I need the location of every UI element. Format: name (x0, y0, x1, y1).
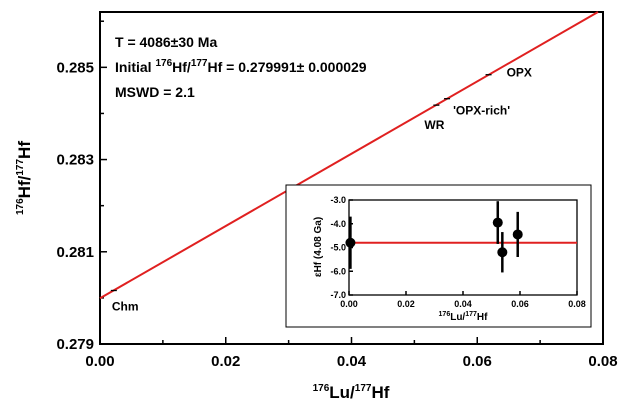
inset-y-tick-label: -7.0 (330, 290, 346, 300)
inset-x-tick-label: 0.08 (568, 299, 586, 309)
inset-data-point (492, 217, 503, 228)
mswd-annotation: MSWD = 2.1 (115, 84, 195, 100)
inset-y-tick-label: -3.0 (330, 195, 346, 205)
inset-points (345, 201, 523, 273)
inset-data-point (512, 229, 523, 240)
inset-y-tick-label: -5.0 (330, 243, 346, 253)
main-y-tick-label: 0.281 (56, 244, 94, 261)
main-x-ticks: 0.00 0.02 0.04 0.06 0.08 (85, 337, 618, 370)
initial-ratio-annotation: Initial 176Hf/177Hf = 0.279991± 0.000029 (115, 58, 367, 75)
main-x-tick-label: 0.08 (588, 353, 617, 370)
inset-x-tick-label: 0.02 (397, 299, 415, 309)
sample-point-label: 'OPX-rich' (453, 104, 510, 118)
sample-point-label: Chm (112, 300, 139, 314)
main-y-tick-label: 0.283 (56, 152, 94, 169)
main-x-tick-label: 0.00 (85, 353, 114, 370)
inset-x-axis-title: 176Lu/177Hf (439, 311, 489, 323)
main-y-tick-label: 0.285 (56, 59, 94, 76)
sample-point-label: OPX (507, 66, 532, 80)
inset-panel (285, 184, 592, 328)
main-x-axis-title: 176Lu/177Hf (313, 383, 390, 402)
main-x-tick-label: 0.02 (211, 353, 240, 370)
sample-point-label: WR (424, 118, 444, 132)
inset-x-tick-label: 0.06 (511, 299, 529, 309)
main-y-tick-label: 0.279 (56, 336, 94, 353)
main-x-tick-label: 0.06 (463, 353, 492, 370)
age-annotation: T = 4086±30 Ma (115, 34, 217, 50)
inset-data-point (497, 247, 508, 258)
inset-y-tick-label: -4.0 (330, 219, 346, 229)
inset-y-tick-label: -6.0 (330, 266, 346, 276)
inset-x-tick-label: 0.04 (454, 299, 472, 309)
inset-x-ticks: 0.00 0.02 0.04 0.06 0.08 (340, 291, 586, 309)
inset-y-axis-title: εHf (4.08 Ga) (313, 217, 324, 277)
main-y-axis-title: 176Hf/177Hf (15, 141, 34, 215)
isochron-line (99, 11, 599, 300)
inset-x-tick-label: 0.00 (340, 299, 358, 309)
main-y-ticks: 0.279 0.281 0.283 0.285 (56, 20, 107, 353)
main-x-tick-label: 0.04 (337, 353, 367, 370)
inset-data-point (345, 237, 356, 248)
inset-y-ticks: -3.0 -4.0 -5.0 -6.0 -7.0 (330, 195, 353, 300)
sample-points: Chm WR 'OPX-rich' OPX (110, 66, 532, 314)
